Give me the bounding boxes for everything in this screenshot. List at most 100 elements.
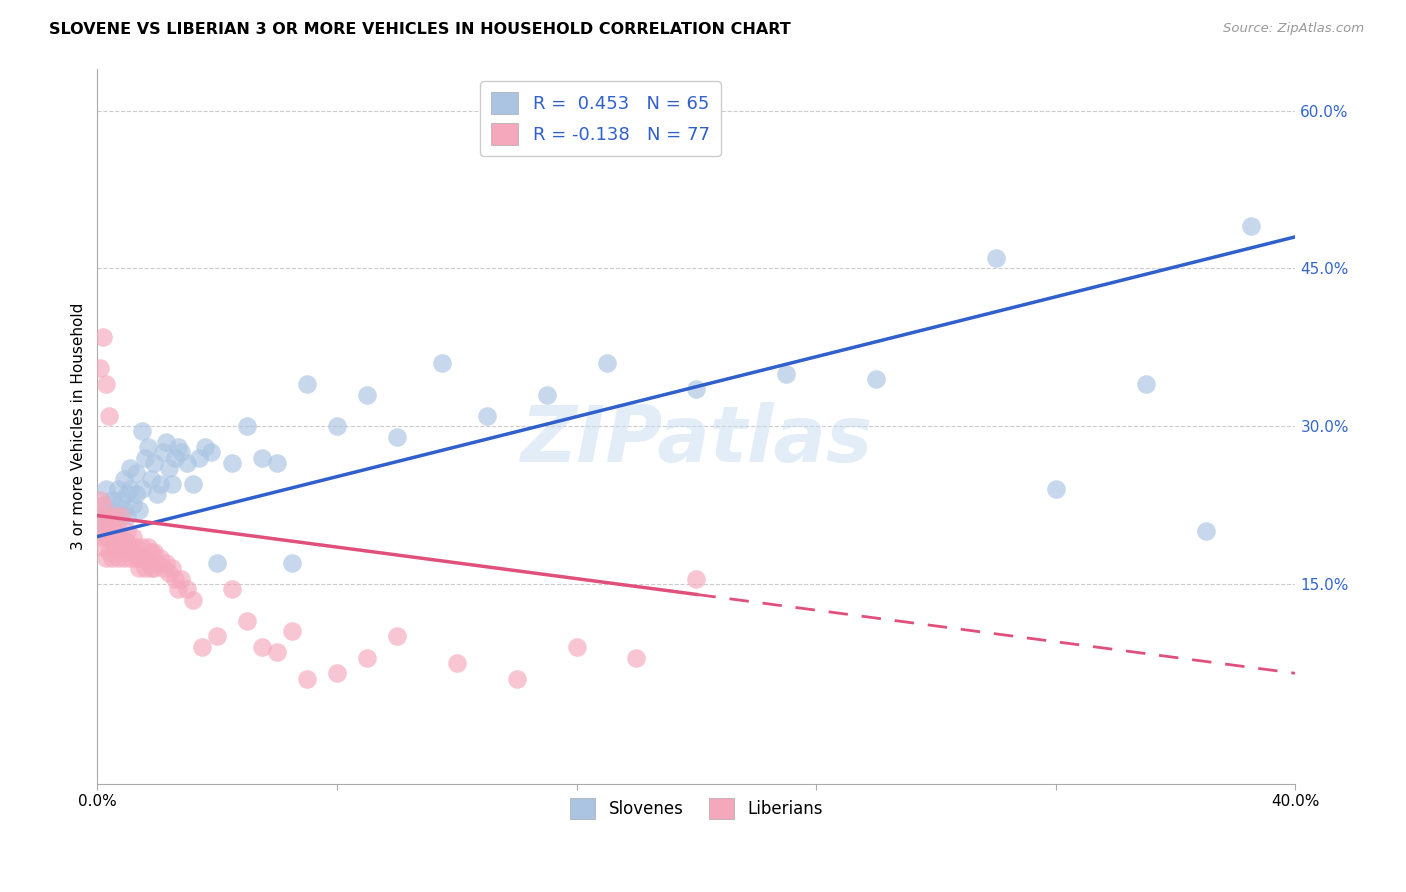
Point [131, 482, 153, 496]
Point [170, 445, 193, 459]
Point [295, 377, 318, 392]
Point [101, 492, 124, 507]
Point [167, 582, 190, 596]
Point [236, 614, 259, 628]
Point [107, 514, 129, 528]
Text: SLOVENE VS LIBERIAN 3 OR MORE VEHICLES IN HOUSEHOLD CORRELATION CHART: SLOVENE VS LIBERIAN 3 OR MORE VEHICLES I… [49, 22, 792, 37]
Point [98, 508, 121, 523]
Point [107, 482, 129, 496]
Point [205, 630, 228, 644]
Point [1045, 482, 1067, 496]
Point [131, 540, 153, 554]
Legend: Slovenes, Liberians: Slovenes, Liberians [564, 792, 830, 825]
Point [96, 514, 118, 528]
Point [117, 508, 139, 523]
Point [1194, 524, 1216, 539]
Point [157, 566, 180, 581]
Point [266, 645, 288, 659]
Point [188, 450, 211, 465]
Point [131, 425, 153, 439]
Point [430, 356, 453, 370]
Point [205, 556, 228, 570]
Point [385, 630, 408, 644]
Point [89, 508, 111, 523]
Point [122, 530, 145, 544]
Point [565, 640, 588, 654]
Point [98, 503, 121, 517]
Point [128, 561, 150, 575]
Point [191, 640, 214, 654]
Point [101, 519, 124, 533]
Point [122, 545, 145, 559]
Point [356, 387, 378, 401]
Point [117, 524, 139, 539]
Point [134, 450, 156, 465]
Point [194, 440, 217, 454]
Point [125, 487, 148, 501]
Point [120, 540, 142, 554]
Point [107, 550, 129, 565]
Point [149, 477, 172, 491]
Point [149, 550, 172, 565]
Point [98, 545, 121, 559]
Point [536, 387, 558, 401]
Point [93, 524, 115, 539]
Point [96, 482, 118, 496]
Point [141, 545, 163, 559]
Point [112, 540, 135, 554]
Point [96, 550, 118, 565]
Point [152, 445, 174, 459]
Point [104, 524, 127, 539]
Point [96, 508, 118, 523]
Point [120, 550, 142, 565]
Point [143, 456, 166, 470]
Point [685, 572, 707, 586]
Point [93, 498, 115, 512]
Point [1135, 377, 1157, 392]
Point [181, 592, 204, 607]
Point [136, 540, 159, 554]
Point [107, 524, 129, 539]
Point [326, 666, 349, 681]
Point [146, 487, 169, 501]
Point [120, 461, 142, 475]
Point [165, 572, 187, 586]
Point [112, 472, 135, 486]
Point [104, 540, 127, 554]
Point [146, 556, 169, 570]
Point [446, 656, 468, 670]
Point [89, 492, 111, 507]
Point [221, 582, 243, 596]
Point [136, 440, 159, 454]
Point [117, 534, 139, 549]
Point [125, 467, 148, 481]
Point [128, 550, 150, 565]
Point [160, 477, 183, 491]
Point [134, 561, 156, 575]
Point [775, 367, 797, 381]
Point [141, 472, 163, 486]
Point [112, 550, 135, 565]
Point [101, 519, 124, 533]
Point [160, 561, 183, 575]
Point [104, 508, 127, 523]
Point [281, 556, 304, 570]
Point [143, 545, 166, 559]
Text: Source: ZipAtlas.com: Source: ZipAtlas.com [1223, 22, 1364, 36]
Point [110, 492, 132, 507]
Point [236, 419, 259, 434]
Text: ZIPatlas: ZIPatlas [520, 402, 873, 478]
Point [250, 640, 273, 654]
Point [167, 440, 190, 454]
Point [221, 456, 243, 470]
Point [170, 572, 193, 586]
Point [120, 482, 142, 496]
Y-axis label: 3 or more Vehicles in Household: 3 or more Vehicles in Household [72, 302, 86, 549]
Point [93, 524, 115, 539]
Point [165, 450, 187, 465]
Point [93, 540, 115, 554]
Point [176, 456, 198, 470]
Point [98, 409, 121, 423]
Point [141, 561, 163, 575]
Point [250, 450, 273, 465]
